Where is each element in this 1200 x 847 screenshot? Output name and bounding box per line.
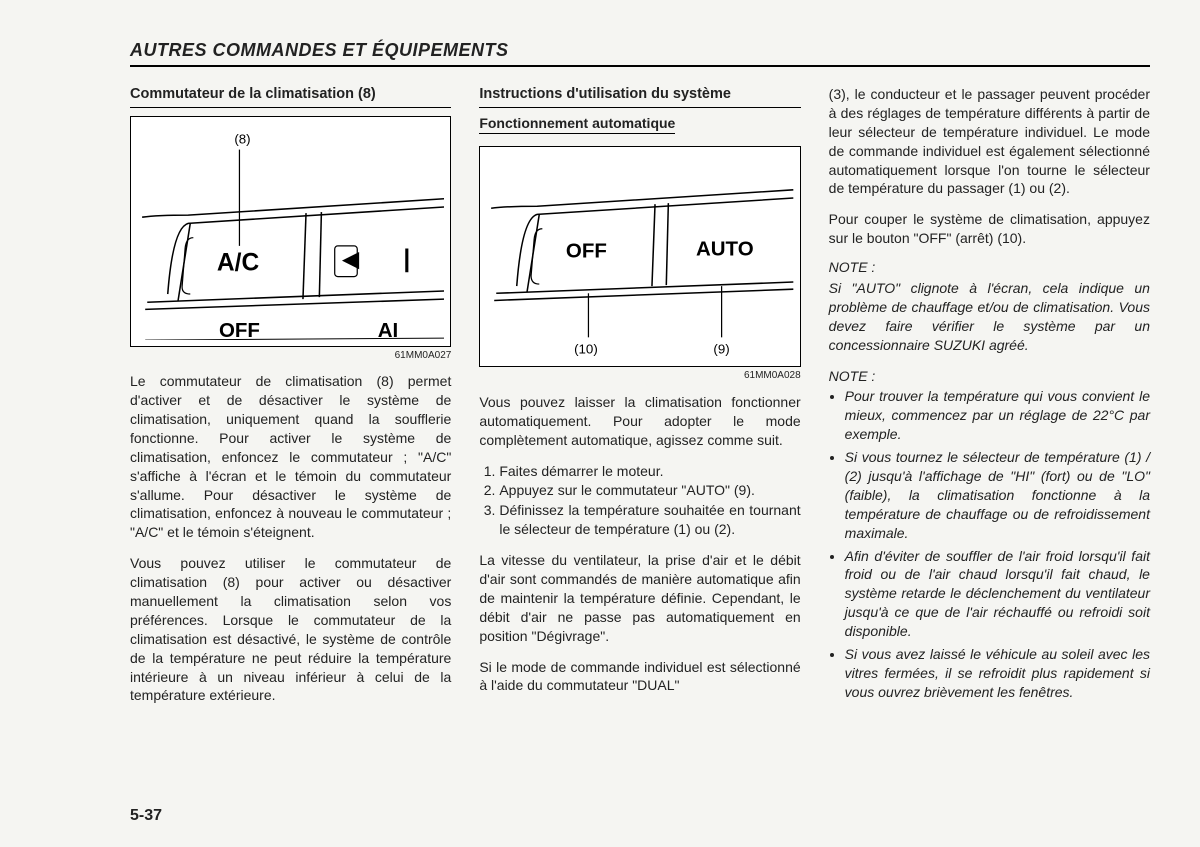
col1-title: Commutateur de la climatisation (8) bbox=[130, 85, 451, 108]
ac-switch-diagram: (8) A/C ◀ | bbox=[137, 125, 444, 340]
automatic-steps: Faites démarrer le moteur. Appuyez sur l… bbox=[479, 462, 800, 540]
column-1: Commutateur de la climatisation (8) (8) bbox=[130, 85, 451, 717]
figure-1: (8) A/C ◀ | bbox=[130, 116, 451, 347]
manual-page: AUTRES COMMANDES ET ÉQUIPEMENTS Commutat… bbox=[0, 0, 1200, 847]
svg-text:AI: AI bbox=[378, 319, 398, 340]
col1-para-1: Le commutateur de climatisation (8) perm… bbox=[130, 372, 451, 542]
svg-text:OFF: OFF bbox=[566, 240, 607, 263]
off-auto-diagram: OFF AUTO (10) (9) bbox=[486, 155, 793, 360]
col3-para-1: (3), le conducteur et le passager peuven… bbox=[829, 85, 1150, 198]
col3-para-2: Pour couper le système de climatisation,… bbox=[829, 210, 1150, 248]
chapter-header: AUTRES COMMANDES ET ÉQUIPEMENTS bbox=[130, 40, 1150, 67]
page-number: 5-37 bbox=[130, 807, 162, 825]
column-2: Instructions d'utilisation du système Fo… bbox=[479, 85, 800, 717]
col2-subtitle: Fonctionnement automatique bbox=[479, 114, 675, 135]
svg-text:|: | bbox=[403, 245, 410, 272]
svg-text:(10): (10) bbox=[574, 342, 598, 357]
col2-title: Instructions d'utilisation du système bbox=[479, 85, 800, 108]
column-3: (3), le conducteur et le passager peuven… bbox=[829, 85, 1150, 717]
svg-text:AUTO: AUTO bbox=[696, 238, 754, 261]
col1-para-2: Vous pouvez utiliser le commutateur de c… bbox=[130, 554, 451, 705]
svg-text:(8): (8) bbox=[234, 131, 250, 146]
svg-text:OFF: OFF bbox=[219, 319, 260, 340]
note-1-label: NOTE : bbox=[829, 258, 1150, 277]
note-1-text: Si "AUTO" clignote à l'écran, cela indiq… bbox=[829, 279, 1150, 355]
col2-para-2: La vitesse du ventilateur, la prise d'ai… bbox=[479, 551, 800, 645]
content-columns: Commutateur de la climatisation (8) (8) bbox=[130, 85, 1150, 717]
figure-2-code: 61MM0A028 bbox=[479, 369, 800, 383]
note-bullet-4: Si vous avez laissé le véhicule au solei… bbox=[845, 645, 1150, 702]
col2-para-3: Si le mode de commande individuel est sé… bbox=[479, 658, 800, 696]
step-3: Définissez la température souhaitée en t… bbox=[499, 501, 800, 539]
col2-para-1: Vous pouvez laisser la climatisation fon… bbox=[479, 393, 800, 450]
step-2: Appuyez sur le commutateur "AUTO" (9). bbox=[499, 481, 800, 500]
figure-2: OFF AUTO (10) (9) bbox=[479, 146, 800, 367]
note-bullet-2: Si vous tournez le sélecteur de températ… bbox=[845, 448, 1150, 542]
svg-text:A/C: A/C bbox=[217, 249, 260, 276]
svg-text:(9): (9) bbox=[714, 342, 730, 357]
note-bullet-1: Pour trouver la température qui vous con… bbox=[845, 387, 1150, 444]
note-2-label: NOTE : bbox=[829, 367, 1150, 386]
figure-1-code: 61MM0A027 bbox=[130, 349, 451, 363]
note-2-list: Pour trouver la température qui vous con… bbox=[829, 387, 1150, 701]
step-1: Faites démarrer le moteur. bbox=[499, 462, 800, 481]
note-bullet-3: Afin d'éviter de souffler de l'air froid… bbox=[845, 547, 1150, 641]
